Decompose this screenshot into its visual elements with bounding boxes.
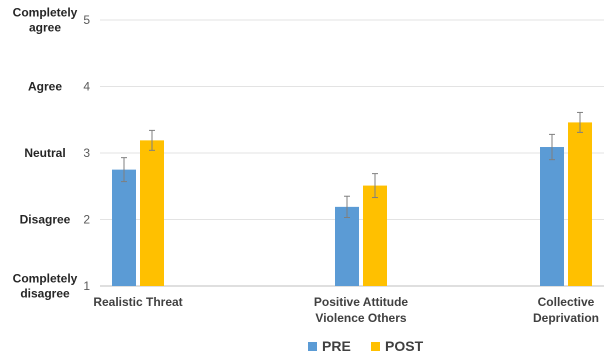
y-level-label: Completely	[13, 6, 78, 20]
error-bars	[121, 111, 583, 219]
error-bar	[577, 111, 583, 133]
y-level-label: Disagree	[20, 213, 71, 227]
y-axis-level-labels: CompletelyagreeAgreeNeutralDisagreeCompl…	[13, 6, 78, 301]
error-bar	[344, 195, 350, 219]
x-axis-category-labels: Realistic Threat Positive Attitude Violenc…	[93, 295, 599, 325]
x-category-label: Deprivation	[533, 311, 599, 325]
y-tick-label: 3	[83, 146, 90, 160]
y-axis-ticks: 1 2 3 4 5	[83, 13, 90, 293]
bar-post-1	[363, 185, 387, 286]
x-category-label: Realistic Threat	[93, 295, 182, 309]
error-bar	[149, 129, 155, 151]
y-tick-label: 2	[83, 213, 90, 227]
y-level-label: disagree	[20, 287, 70, 301]
y-level-label: Agree	[28, 80, 62, 94]
y-level-label: Completely	[13, 272, 78, 286]
error-bar	[372, 173, 378, 199]
y-level-label: agree	[29, 21, 61, 35]
y-tick-label: 4	[83, 80, 90, 94]
bars	[112, 122, 592, 286]
x-category-label: Collective	[538, 295, 595, 309]
gridlines	[100, 19, 604, 287]
y-tick-label: 5	[83, 13, 90, 27]
error-bar	[549, 133, 555, 161]
bar-pre-0	[112, 169, 136, 286]
bar-pre-1	[335, 206, 359, 286]
bar-post-0	[140, 140, 164, 286]
x-category-label: Violence Others	[315, 311, 406, 325]
legend-swatch-pre	[308, 342, 317, 351]
legend: PRE POST	[308, 338, 424, 354]
error-bar	[121, 157, 127, 183]
legend-swatch-post	[371, 342, 380, 351]
y-tick-label: 1	[83, 279, 90, 293]
x-category-label: Positive Attitude	[314, 295, 409, 309]
bar-pre-2	[540, 147, 564, 286]
y-level-label: Neutral	[24, 146, 65, 160]
legend-label-post: POST	[385, 338, 424, 354]
bar-post-2	[568, 122, 592, 286]
legend-label-pre: PRE	[322, 338, 351, 354]
